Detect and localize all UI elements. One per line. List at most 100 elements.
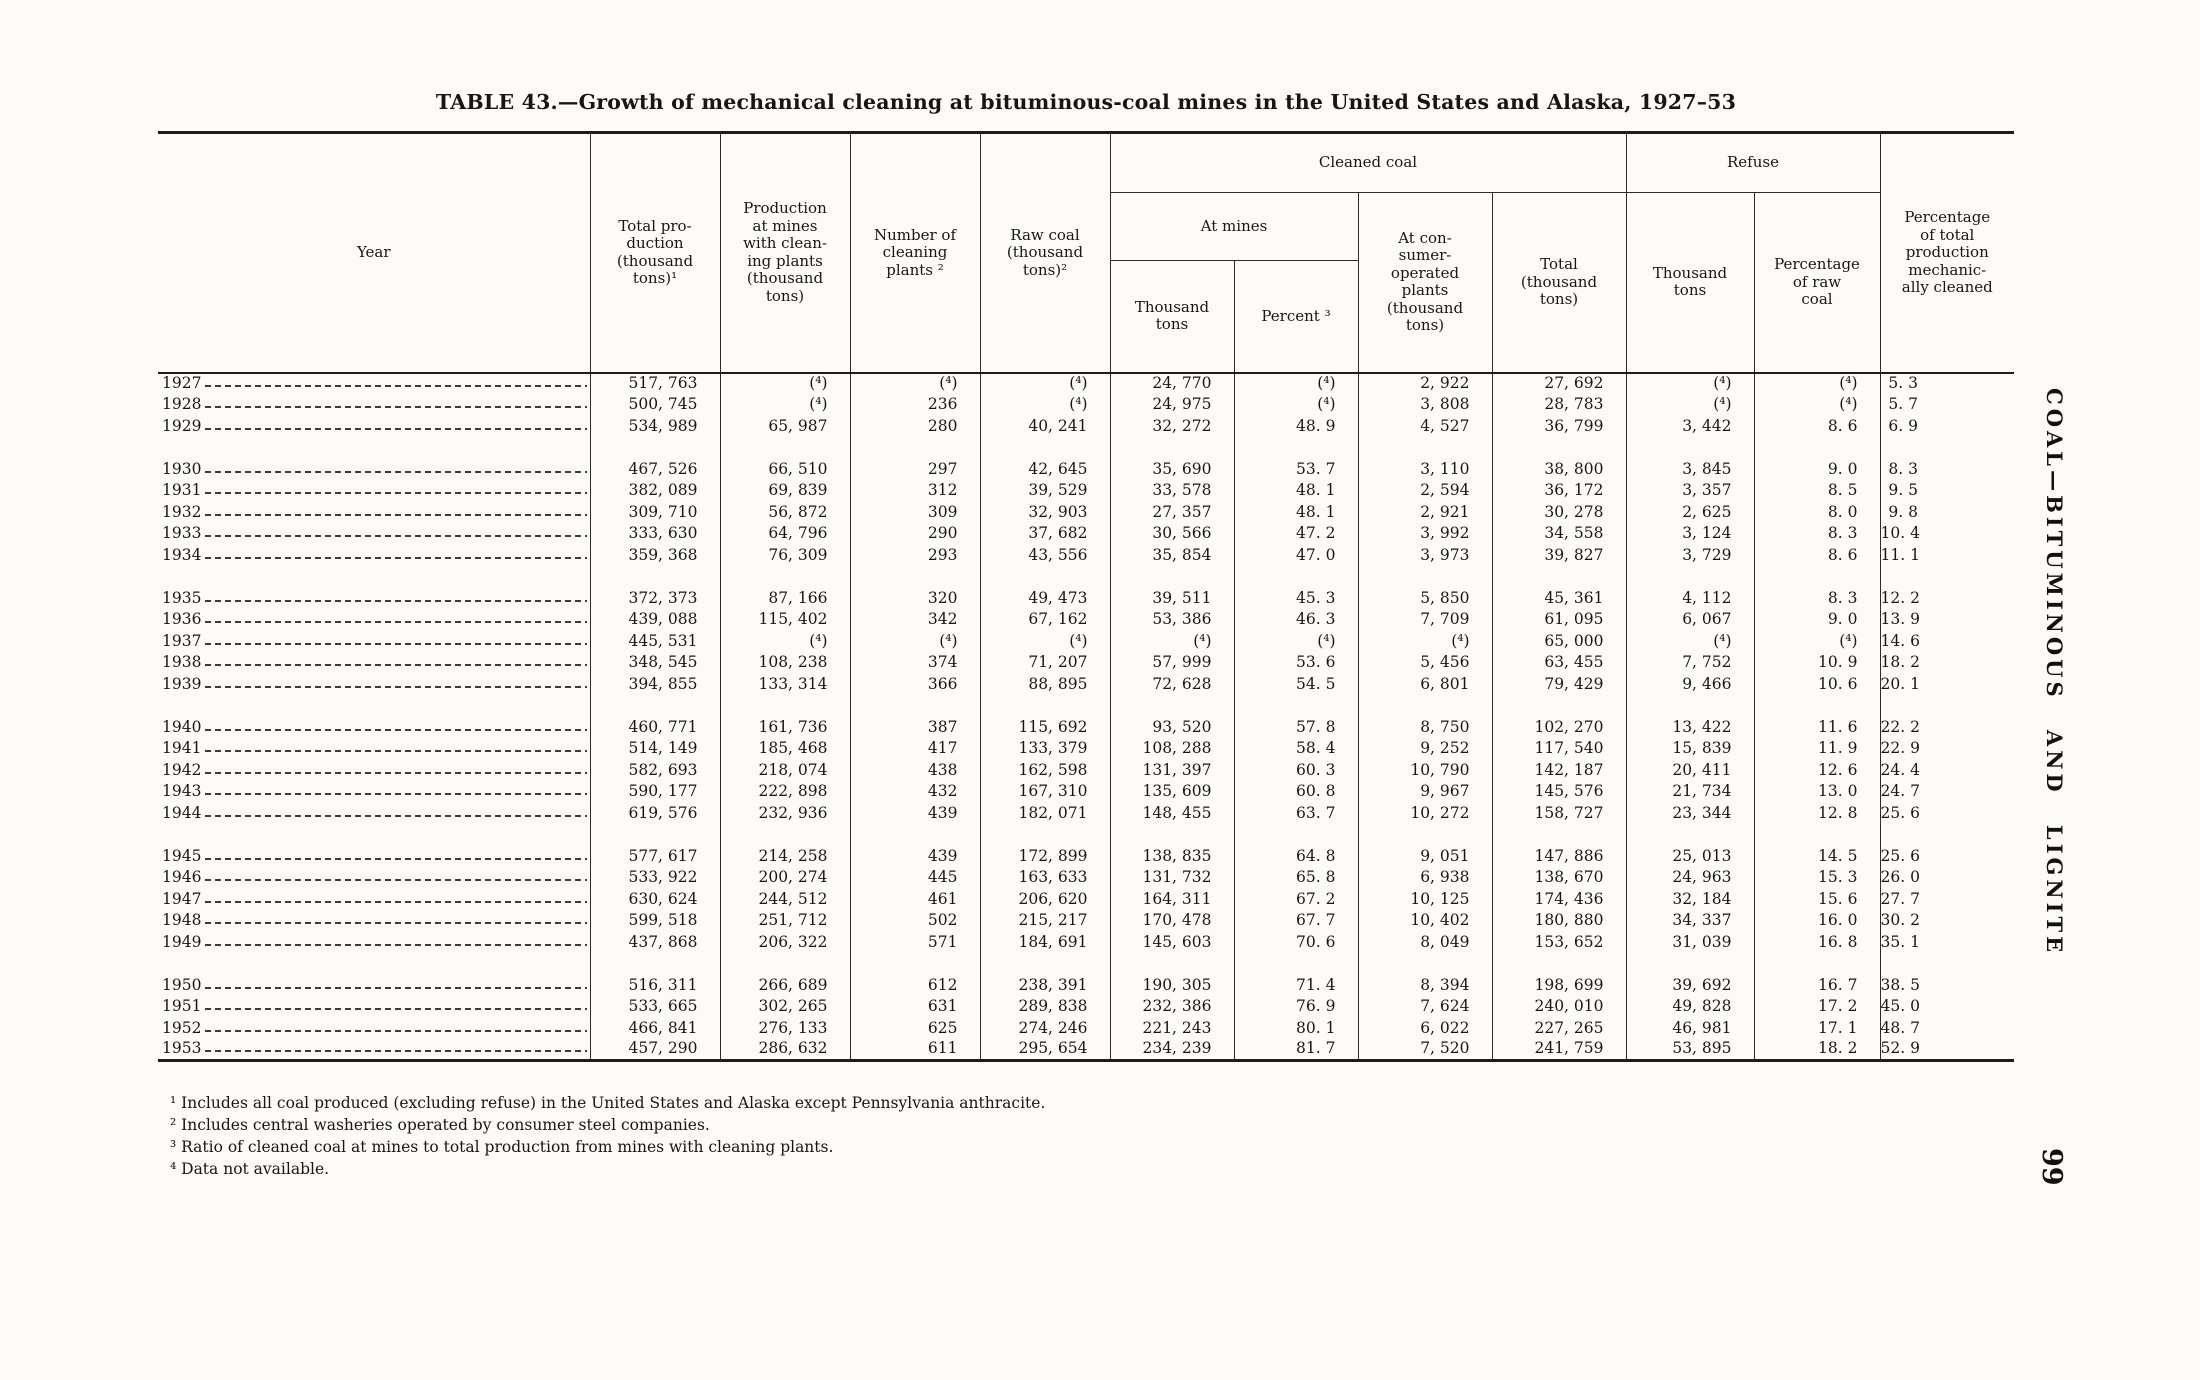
value-cell: 599, 518 [589,910,720,932]
value-cell: 11. 6 [1753,716,1880,738]
table-row: 1952 466, 841 276, 133 625 274, 246 221, 243 8… [158,1017,2014,1039]
table-row: 1953 457, 290 286, 632 611 295, 654 234, 239 8… [158,1039,2014,1061]
value-cell: 46. 3 [1233,609,1358,631]
value-cell: 200, 274 [719,867,850,889]
year-cell: 1953 [158,1039,590,1061]
value-cell: 71. 4 [1233,974,1358,996]
year-label: 1929 [162,416,202,435]
value-cell: 2, 921 [1357,501,1492,523]
value-cell: 57. 8 [1233,716,1358,738]
value-cell: 33, 578 [1109,480,1234,502]
value-cell: 534, 989 [589,415,720,437]
value-cell: 48. 1 [1233,480,1358,502]
th-raw-coal: Raw coal (thousand tons)² [979,132,1110,373]
value-cell: 38. 5 [1879,974,2014,996]
value-cell: 80. 1 [1233,1017,1358,1039]
gap-cell [719,695,850,717]
value-cell: 3, 973 [1357,544,1492,566]
group-gap [158,695,2014,717]
year-label: 1935 [162,588,202,607]
value-cell: 145, 603 [1109,931,1234,953]
value-cell: 12. 2 [1879,587,2014,609]
th-total-cleaned: Total (thousand tons) [1491,192,1626,373]
year-label: 1928 [162,395,202,413]
gap-cell [1233,437,1358,459]
value-cell: 174, 436 [1491,888,1626,910]
table-row: 1942 582, 693 218, 074 438 162, 598 131, 397 6… [158,759,2014,781]
year-cell: 1927 [158,373,590,395]
gap-cell [979,695,1110,717]
gap-cell [158,695,590,717]
value-cell: 3, 808 [1357,394,1492,416]
value-cell: 6, 938 [1357,867,1492,889]
dash-leader [205,385,587,387]
value-cell: 30. 2 [1879,910,2014,932]
gap-cell [719,437,850,459]
value-cell: 6, 022 [1357,1017,1492,1039]
value-cell: (⁴) [719,394,850,416]
value-cell: (⁴) [849,630,980,652]
gap-cell [1879,824,2014,846]
gap-cell [1357,695,1492,717]
table-row: 1939 394, 855 133, 314 366 88, 895 72, 628 54.… [158,673,2014,695]
value-cell: 45. 0 [1879,996,2014,1018]
gap-cell [1233,566,1358,588]
value-cell: 60. 8 [1233,781,1358,803]
value-cell: 64, 796 [719,523,850,545]
gap-cell [1109,566,1234,588]
th-refuse-percentage: Percentage of raw coal [1753,192,1880,373]
dash-leader [205,922,587,924]
value-cell: 5. 3 [1879,372,2014,394]
value-cell: 108, 288 [1109,738,1234,760]
value-cell: 48. 7 [1879,1017,2014,1039]
value-cell: 138, 670 [1491,867,1626,889]
dash-leader [205,771,587,774]
value-cell: 167, 310 [979,781,1110,803]
value-cell: (⁴) [1753,372,1880,394]
value-cell: 290 [849,523,980,545]
value-cell: 61, 095 [1491,609,1626,631]
value-cell: 158, 727 [1491,802,1626,824]
value-cell: 26. 0 [1879,867,2014,889]
year-label: 1934 [162,545,202,564]
value-cell: 302, 265 [719,996,850,1018]
gap-cell [849,824,980,846]
th-percent-total-cleaned: Percentage of total production mechanic-… [1879,132,2014,373]
value-cell: 439 [849,845,980,867]
value-cell: 309, 710 [589,501,720,523]
gap-cell [719,566,850,588]
value-cell: 577, 617 [589,845,720,867]
value-cell: 439, 088 [589,609,720,631]
value-cell: 108, 238 [719,652,850,674]
year-label: 1941 [162,739,202,757]
gap-cell [979,953,1110,975]
value-cell: 3, 110 [1357,458,1492,480]
value-cell: 67, 162 [979,609,1110,631]
value-cell: 333, 630 [589,523,720,545]
value-cell: 9, 466 [1625,673,1754,695]
value-cell: 138, 835 [1109,845,1234,867]
year-cell: 1944 [158,803,590,825]
year-cell: 1949 [158,932,590,954]
dash-leader [205,900,587,903]
value-cell: 4, 527 [1357,415,1492,437]
table-row: 1930 467, 526 66, 510 297 42, 645 35, 690 53. … [158,458,2014,480]
value-cell: 47. 0 [1233,544,1358,566]
gap-cell [1357,824,1492,846]
value-cell: 37, 682 [979,523,1110,545]
footnote-1: ¹ Includes all coal produced (excluding … [170,1094,1046,1112]
value-cell: 36, 799 [1491,415,1626,437]
gap-cell [1109,824,1234,846]
value-cell: 18. 2 [1879,652,2014,674]
year-cell: 1946 [158,867,590,889]
dash-leader [205,728,587,731]
gap-cell [158,437,590,459]
value-cell: (⁴) [979,372,1110,394]
value-cell: 25. 6 [1879,845,2014,867]
gap-cell [1879,695,2014,717]
table-body: 1927 517, 763 (⁴) (⁴) (⁴) 24, 770 (⁴) 2, 922 27,… [158,372,2014,1061]
value-cell: 182, 071 [979,802,1110,824]
table-row: 1951 533, 665 302, 265 631 289, 838 232, 386 7… [158,996,2014,1018]
value-cell: 142, 187 [1491,759,1626,781]
gap-cell [1109,953,1234,975]
